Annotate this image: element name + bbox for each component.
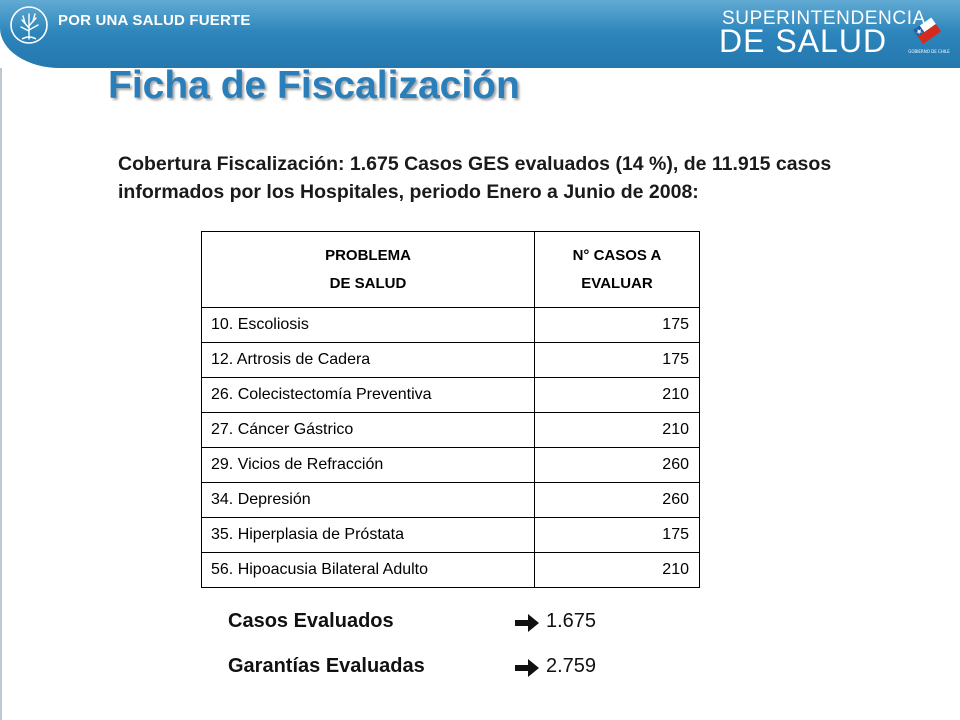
left-border-rule (0, 68, 2, 720)
column-header-line: DE SALUD (329, 274, 407, 292)
casos-cell: 260 (534, 482, 700, 518)
slogan-text: POR UNA SALUD FUERTE (58, 12, 251, 29)
casos-cell: 175 (534, 517, 700, 553)
summary-label-casos: Casos Evaluados (228, 610, 394, 632)
casos-cell: 210 (534, 412, 700, 448)
column-header-line: N° CASOS A (572, 246, 662, 264)
column-header-casos: N° CASOS A EVALUAR (534, 231, 700, 308)
gov-caption: GOBIERNO DE CHILE (908, 49, 950, 54)
right-arrow-icon (515, 659, 539, 677)
problema-cell: 26. Colecistectomía Preventiva (201, 377, 535, 413)
coverage-description: Cobertura Fiscalización: 1.675 Casos GES… (118, 153, 832, 203)
brand-name-line2: DE SALUD (719, 23, 888, 59)
problema-cell: 35. Hiperplasia de Próstata (201, 517, 535, 553)
casos-cell: 175 (534, 307, 700, 343)
table-row: 35. Hiperplasia de Próstata 175 (201, 517, 700, 553)
table-row: 27. Cáncer Gástrico 210 (201, 412, 700, 448)
summary-value-casos: 1.675 (546, 610, 597, 632)
tree-logo-icon (10, 6, 48, 44)
header-gloss (0, 0, 960, 32)
table-row: 29. Vicios de Refracción 260 (201, 447, 700, 483)
right-arrow-icon (515, 614, 539, 632)
table-row: 12. Artrosis de Cadera 175 (201, 342, 700, 378)
casos-cell: 210 (534, 377, 700, 413)
problema-cell: 56. Hipoacusia Bilateral Adulto (201, 552, 535, 588)
page-title: Ficha de Fiscalización (108, 64, 520, 107)
column-header-line: EVALUAR (581, 274, 653, 292)
chile-government-logo-icon (913, 17, 942, 45)
table-row: 34. Depresión 260 (201, 482, 700, 518)
problema-cell: 34. Depresión (201, 482, 535, 518)
table-row: 10. Escoliosis 175 (201, 307, 700, 343)
brand-name-line1: SUPERINTENDENCIA (722, 8, 926, 29)
summary-value-garantias: 2.759 (546, 655, 597, 677)
problema-cell: 29. Vicios de Refracción (201, 447, 535, 483)
header-banner: POR UNA SALUD FUERTE SUPERINTENDENCIA DE… (0, 0, 960, 68)
column-header-line: PROBLEMA (325, 246, 411, 264)
problema-cell: 12. Artrosis de Cadera (201, 342, 535, 378)
table-row: 56. Hipoacusia Bilateral Adulto 210 (201, 552, 700, 588)
summary-label-garantias: Garantías Evaluadas (228, 655, 425, 677)
table-row: 26. Colecistectomía Preventiva 210 (201, 377, 700, 413)
problema-cell: 27. Cáncer Gástrico (201, 412, 535, 448)
table-header-row: PROBLEMA DE SALUD N° CASOS A EVALUAR (201, 231, 700, 308)
problema-cell: 10. Escoliosis (201, 307, 535, 343)
health-problems-table: PROBLEMA DE SALUD N° CASOS A EVALUAR 10.… (201, 231, 700, 588)
column-header-problema: PROBLEMA DE SALUD (201, 231, 535, 308)
casos-cell: 175 (534, 342, 700, 378)
casos-cell: 260 (534, 447, 700, 483)
casos-cell: 210 (534, 552, 700, 588)
